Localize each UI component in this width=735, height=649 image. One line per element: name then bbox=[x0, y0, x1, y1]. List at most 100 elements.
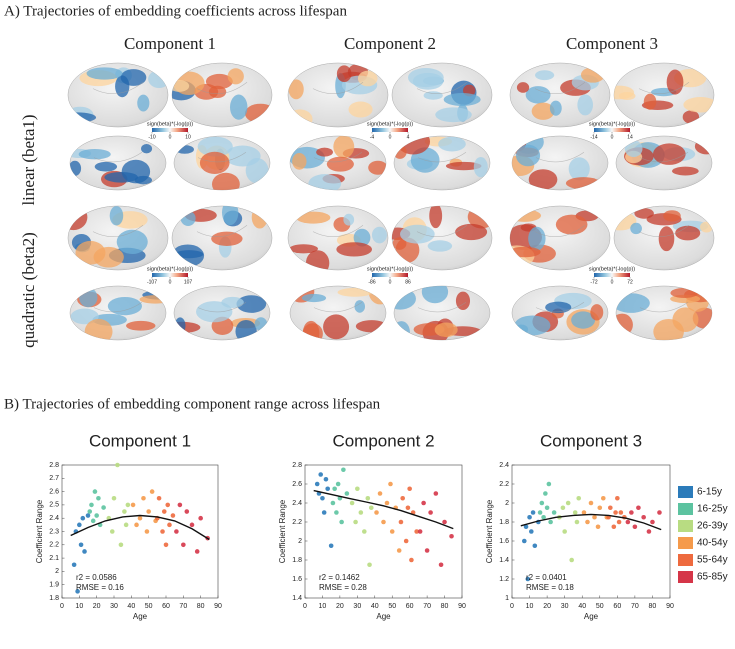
fit-line bbox=[70, 514, 210, 541]
brain-blob bbox=[683, 97, 714, 113]
scatter-point bbox=[532, 543, 538, 549]
brain-blob bbox=[174, 250, 204, 259]
x-tick-label: 60 bbox=[406, 603, 414, 610]
scatter-point bbox=[615, 495, 620, 501]
colorbar bbox=[152, 273, 188, 277]
brain-blob bbox=[652, 143, 686, 165]
brain-blob bbox=[434, 322, 458, 338]
scatter-point bbox=[89, 502, 94, 508]
scatter-point bbox=[181, 542, 186, 548]
scatter-point bbox=[433, 491, 439, 496]
legend-swatch bbox=[678, 537, 693, 549]
scatter-point bbox=[156, 495, 162, 501]
brain-blobs bbox=[289, 211, 387, 270]
scatter-point bbox=[384, 500, 390, 506]
brain-blob bbox=[525, 86, 551, 104]
colorbar-tick-label: 0 bbox=[611, 134, 614, 140]
scatter-point bbox=[646, 529, 652, 534]
scatter-point bbox=[82, 549, 87, 554]
scatter-point bbox=[177, 502, 183, 508]
scatter-point bbox=[562, 529, 567, 534]
scatter-point bbox=[174, 529, 179, 534]
brain-blob bbox=[653, 318, 684, 340]
brain-blob bbox=[455, 223, 488, 241]
brain-blob bbox=[353, 228, 371, 247]
row-label: linear (beta1) bbox=[19, 114, 38, 205]
annotation: RMSE = 0.28 bbox=[319, 583, 367, 592]
brain-blob bbox=[395, 237, 420, 263]
brain-blobs bbox=[514, 292, 604, 336]
brain-blob bbox=[70, 160, 82, 176]
brain-blob bbox=[116, 229, 148, 255]
brain-blob bbox=[616, 293, 650, 313]
scatter-point bbox=[123, 522, 129, 528]
brain-blob bbox=[336, 65, 352, 83]
scatter-point bbox=[330, 500, 336, 506]
x-tick-label: 0 bbox=[510, 603, 514, 610]
fit-line bbox=[520, 513, 662, 531]
brain-blob bbox=[70, 308, 99, 325]
scatter-point bbox=[314, 481, 320, 487]
sulcus bbox=[313, 151, 363, 163]
sulcus bbox=[93, 151, 143, 163]
brain-blobs bbox=[407, 67, 481, 123]
scatter-point bbox=[600, 495, 606, 501]
column-title: Component 2 bbox=[344, 34, 436, 53]
sulcus bbox=[93, 301, 143, 313]
scatter-point bbox=[548, 519, 553, 525]
brain-blob bbox=[455, 291, 471, 311]
scatter-point bbox=[109, 529, 115, 534]
scatter-point bbox=[396, 548, 402, 553]
scatter-point bbox=[318, 472, 324, 477]
colorbar-label: sign(beta)*(-log(p)) bbox=[367, 266, 413, 272]
sulcus bbox=[638, 224, 690, 237]
scatter-point bbox=[339, 519, 344, 525]
brain-blob bbox=[394, 287, 416, 310]
colorbar-tick-label: -14 bbox=[590, 134, 597, 140]
brain-blob bbox=[515, 144, 541, 167]
y-tick-label: 2.7 bbox=[49, 475, 59, 482]
brain-blob bbox=[443, 93, 481, 107]
brain-blob bbox=[139, 295, 166, 304]
scatter-point bbox=[87, 509, 93, 514]
scatter-point bbox=[618, 510, 624, 515]
brain-blobs bbox=[614, 68, 714, 124]
scatter-point bbox=[595, 524, 601, 530]
colorbar-tick-label: 0 bbox=[169, 279, 172, 285]
sulcus bbox=[417, 151, 467, 163]
scatter-point bbox=[335, 481, 341, 487]
x-tick-label: 60 bbox=[613, 603, 621, 610]
scatter-point bbox=[539, 500, 545, 506]
scatter-point bbox=[367, 562, 372, 568]
y-tick-label: 1.2 bbox=[499, 576, 509, 583]
brain-blob bbox=[549, 100, 562, 116]
brain-blobs bbox=[394, 136, 488, 178]
brain-blob bbox=[208, 85, 227, 99]
brain-blob bbox=[68, 206, 88, 231]
brain-blob bbox=[658, 226, 675, 252]
scatter-point bbox=[428, 510, 433, 515]
x-tick-label: 0 bbox=[60, 603, 64, 610]
brain-blob bbox=[516, 82, 530, 93]
brain-blob bbox=[93, 246, 124, 268]
annotation: RMSE = 0.16 bbox=[76, 583, 124, 592]
legend-swatch bbox=[678, 486, 693, 498]
colorbar-tick-label: 0 bbox=[169, 134, 172, 140]
x-tick-label: 40 bbox=[127, 603, 135, 610]
scatter-point bbox=[165, 502, 171, 508]
scatter-point bbox=[332, 486, 337, 492]
x-tick-label: 70 bbox=[423, 603, 431, 610]
scatter-point bbox=[398, 519, 404, 525]
scatter-point bbox=[377, 491, 383, 496]
x-tick-label: 20 bbox=[93, 603, 101, 610]
brain-blob bbox=[316, 147, 333, 157]
brain-blob bbox=[323, 314, 350, 340]
scatter-point bbox=[144, 529, 150, 534]
brain-blob bbox=[109, 206, 124, 226]
colorbar-tick-label: -10 bbox=[148, 134, 155, 140]
sulcus bbox=[639, 301, 689, 313]
y-tick-label: 1.6 bbox=[292, 576, 302, 583]
scatter-point bbox=[341, 467, 346, 473]
scatter-point bbox=[537, 510, 543, 515]
brain-blob bbox=[197, 136, 233, 157]
